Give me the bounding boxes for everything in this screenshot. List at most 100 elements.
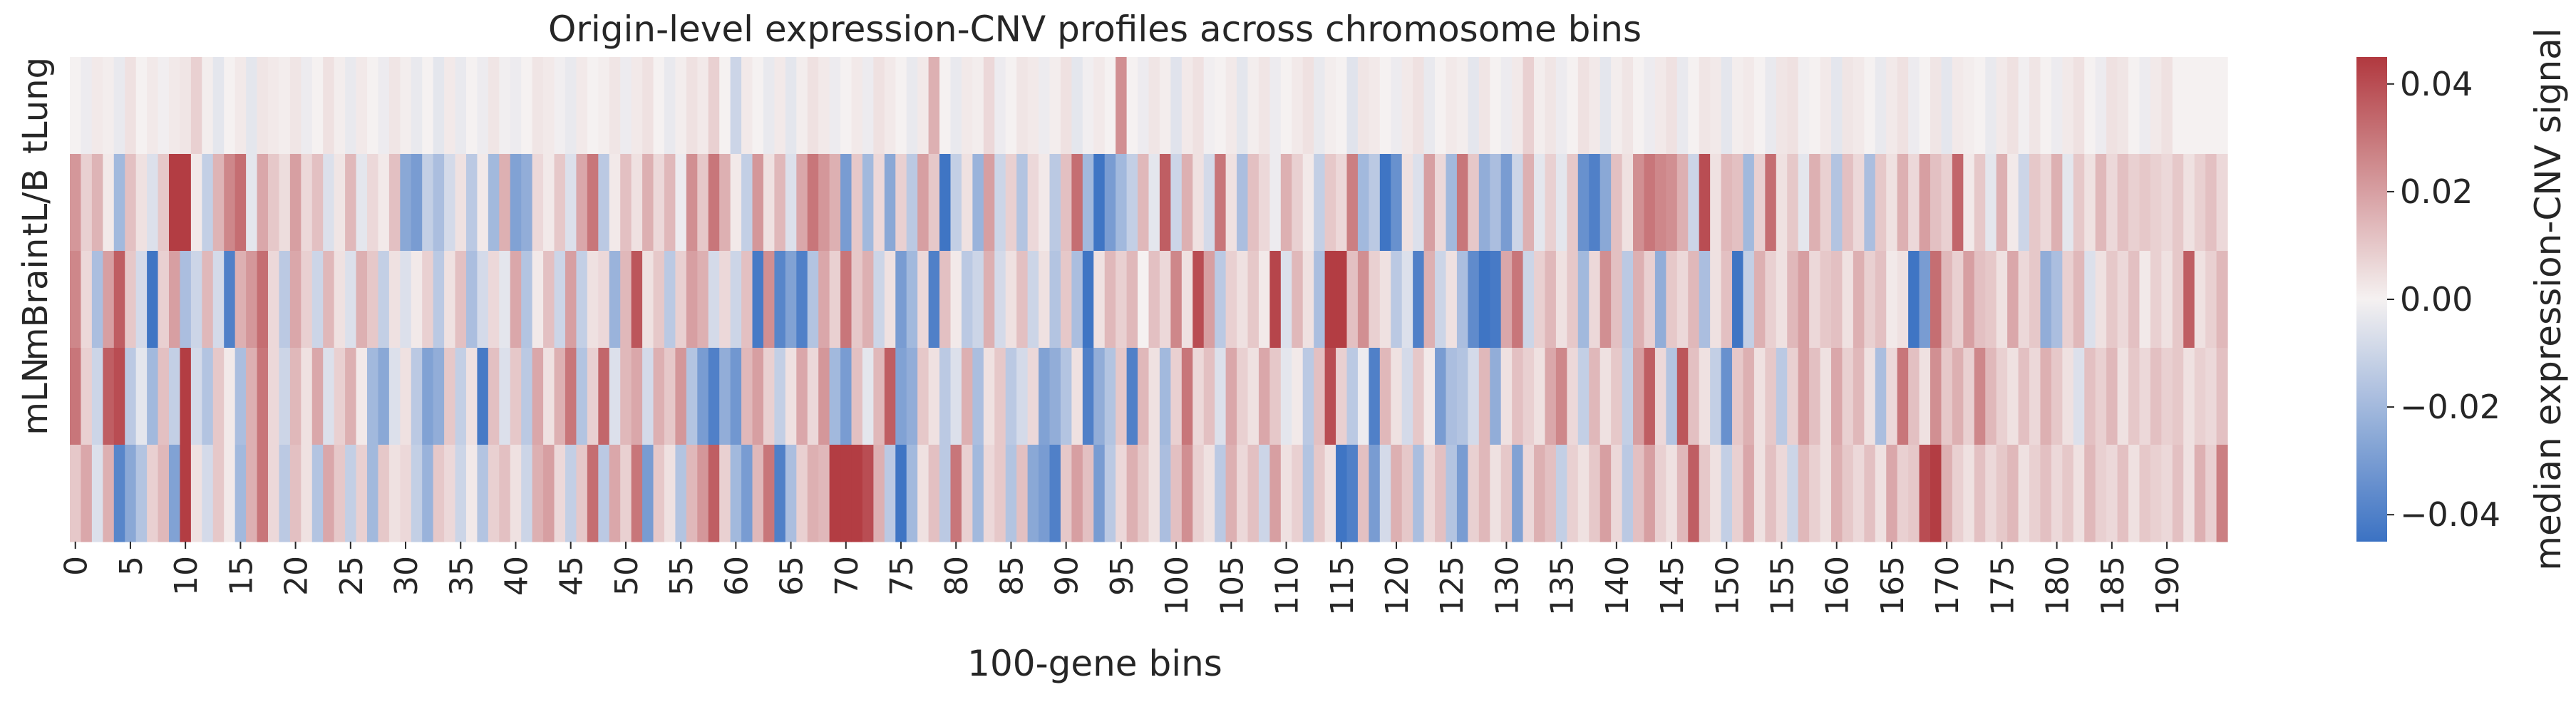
heatmap-cell: [2205, 251, 2217, 349]
heatmap-cell: [2205, 445, 2217, 542]
heatmap-cell: [543, 57, 555, 155]
heatmap-cell: [840, 348, 852, 445]
heatmap-cell: [70, 57, 82, 155]
heatmap-cell: [1369, 57, 1381, 155]
heatmap-cell: [1599, 57, 1612, 155]
heatmap-cell: [1644, 348, 1656, 445]
heatmap-cell: [1039, 154, 1051, 252]
heatmap-cell: [1622, 251, 1634, 349]
heatmap-cell: [2051, 445, 2063, 542]
heatmap-cell: [366, 154, 379, 252]
heatmap-cell: [1732, 251, 1744, 349]
heatmap-cell: [1258, 154, 1270, 252]
heatmap-cell: [279, 154, 291, 252]
heatmap-cell: [1016, 445, 1029, 542]
heatmap-cell: [1247, 348, 1259, 445]
heatmap-cell: [2139, 348, 2151, 445]
heatmap-cell: [1280, 348, 1292, 445]
heatmap-cell: [334, 57, 346, 155]
heatmap-cell: [664, 348, 676, 445]
heatmap-cell: [895, 154, 907, 252]
heatmap-cell: [1654, 348, 1666, 445]
heatmap-cell: [1225, 348, 1237, 445]
heatmap-cell: [366, 348, 379, 445]
heatmap-cell: [840, 154, 852, 252]
heatmap-cell: [928, 445, 940, 542]
heatmap-cell: [168, 57, 181, 155]
heatmap-cell: [1864, 57, 1876, 155]
heatmap-cell: [939, 251, 952, 349]
heatmap-cell: [1357, 57, 1369, 155]
heatmap-cell: [796, 251, 808, 349]
heatmap-cell: [1654, 251, 1666, 349]
heatmap-cell: [1170, 445, 1183, 542]
heatmap-cell: [1875, 445, 1887, 542]
heatmap-cell: [311, 445, 324, 542]
heatmap-cell: [267, 57, 280, 155]
heatmap-cell: [334, 445, 346, 542]
heatmap-cell: [961, 445, 973, 542]
heatmap-cell: [532, 251, 544, 349]
heatmap-cell: [158, 57, 170, 155]
heatmap-cell: [2172, 251, 2184, 349]
heatmap-cell: [224, 445, 236, 542]
heatmap-cell: [356, 154, 368, 252]
heatmap-cell: [168, 154, 181, 252]
heatmap-cell: [1523, 445, 1535, 542]
heatmap-cell: [741, 445, 753, 542]
x-tick-label: 15: [223, 556, 259, 596]
heatmap-cell: [1049, 445, 1061, 542]
heatmap-cell: [1853, 251, 1865, 349]
heatmap-cell: [708, 251, 720, 349]
heatmap-cell: [1842, 154, 1854, 252]
heatmap-cell: [1666, 57, 1678, 155]
heatmap-cell: [2073, 348, 2085, 445]
heatmap-cell: [168, 445, 181, 542]
heatmap-cell: [499, 445, 511, 542]
heatmap-cell: [91, 348, 103, 445]
heatmap-cell: [1886, 57, 1898, 155]
heatmap-cell: [1446, 57, 1458, 155]
heatmap-cell: [2139, 445, 2151, 542]
heatmap-cell: [1567, 57, 1579, 155]
heatmap-cell: [323, 251, 335, 349]
heatmap-cell: [1302, 348, 1314, 445]
heatmap-cell: [1016, 154, 1029, 252]
heatmap-cell: [1027, 154, 1039, 252]
heatmap-cell: [1203, 57, 1215, 155]
heatmap-cell: [565, 251, 577, 349]
heatmap-cell: [1478, 348, 1490, 445]
heatmap-cell: [2073, 154, 2085, 252]
heatmap-cell: [388, 445, 401, 542]
heatmap-cell: [1060, 154, 1072, 252]
heatmap-cell: [246, 348, 258, 445]
heatmap-cell: [785, 57, 797, 155]
heatmap-cell: [1985, 348, 1997, 445]
heatmap-cell: [587, 154, 599, 252]
heatmap-cell: [1446, 154, 1458, 252]
heatmap-cell: [1181, 348, 1193, 445]
heatmap-cell: [135, 154, 148, 252]
heatmap-cell: [1963, 251, 1975, 349]
heatmap-cell: [1666, 154, 1678, 252]
heatmap-cell: [1324, 251, 1336, 349]
heatmap-cell: [1027, 348, 1039, 445]
heatmap-cell: [807, 251, 819, 349]
heatmap-cell: [212, 445, 225, 542]
heatmap-cell: [763, 348, 775, 445]
heatmap-cell: [190, 445, 202, 542]
heatmap-cell: [1016, 348, 1029, 445]
heatmap-cell: [1886, 445, 1898, 542]
heatmap-cell: [1941, 57, 1953, 155]
heatmap-cell: [125, 251, 137, 349]
heatmap-cell: [1093, 251, 1106, 349]
heatmap-cell: [906, 154, 918, 252]
heatmap-cell: [1314, 251, 1326, 349]
heatmap-cell: [1093, 57, 1106, 155]
heatmap-cell: [125, 348, 137, 445]
heatmap-cell: [972, 154, 984, 252]
heatmap-cell: [752, 348, 764, 445]
heatmap-cell: [2183, 57, 2195, 155]
heatmap-cell: [1237, 154, 1249, 252]
heatmap-cell: [1732, 445, 1744, 542]
